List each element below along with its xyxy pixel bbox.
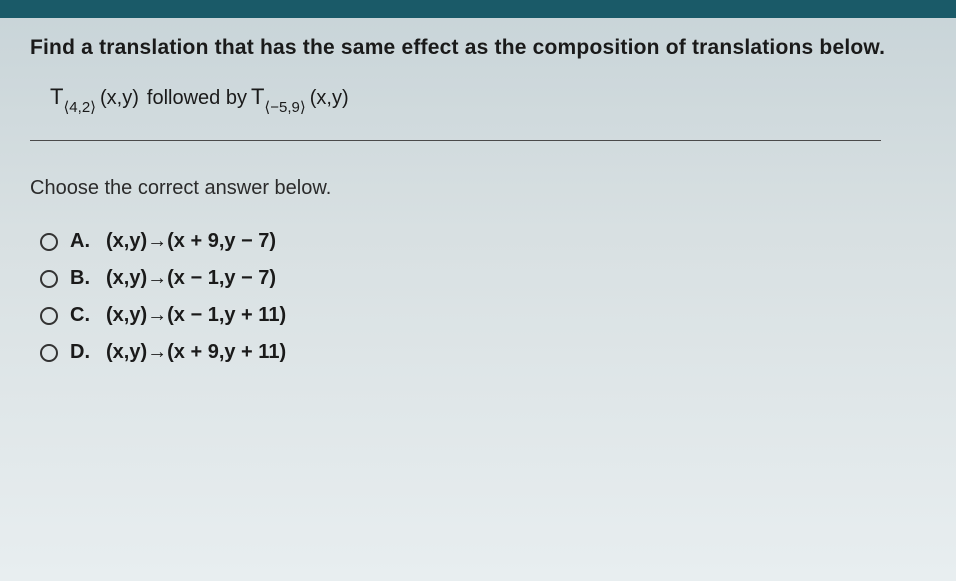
option-letter: A.	[70, 230, 96, 253]
radio-icon[interactable]	[40, 344, 58, 362]
question-prompt: Find a translation that has the same eff…	[30, 36, 926, 60]
t2-arg: (x,y)	[310, 87, 349, 110]
question-content: Find a translation that has the same eff…	[0, 18, 956, 364]
option-c[interactable]: C. (x,y)→(x − 1,y + 11)	[40, 304, 926, 327]
option-text: (x,y)→(x − 1,y − 7)	[106, 267, 276, 290]
radio-icon[interactable]	[40, 233, 58, 251]
option-text: (x,y)→(x − 1,y + 11)	[106, 304, 286, 327]
t-symbol-1: T	[50, 84, 63, 110]
option-text: (x,y)→(x + 9,y − 7)	[106, 230, 276, 253]
top-bar	[0, 0, 956, 18]
option-d[interactable]: D. (x,y)→(x + 9,y + 11)	[40, 341, 926, 364]
option-letter: C.	[70, 304, 96, 327]
t1-subscript: ⟨4,2⟩	[63, 98, 96, 116]
options-group: A. (x,y)→(x + 9,y − 7) B. (x,y)→(x − 1,y…	[40, 230, 926, 364]
radio-icon[interactable]	[40, 270, 58, 288]
section-divider	[30, 140, 881, 141]
choose-instruction: Choose the correct answer below.	[30, 177, 926, 200]
t-symbol-2: T	[251, 84, 264, 110]
t1-arg: (x,y)	[100, 87, 139, 110]
option-letter: D.	[70, 341, 96, 364]
radio-icon[interactable]	[40, 307, 58, 325]
t2-subscript: ⟨−5,9⟩	[264, 98, 305, 116]
option-letter: B.	[70, 267, 96, 290]
option-text: (x,y)→(x + 9,y + 11)	[106, 341, 286, 364]
option-b[interactable]: B. (x,y)→(x − 1,y − 7)	[40, 267, 926, 290]
followed-by-text: followed by	[147, 87, 247, 110]
option-a[interactable]: A. (x,y)→(x + 9,y − 7)	[40, 230, 926, 253]
translation-expression: T ⟨4,2⟩ (x,y) followed by T ⟨−5,9⟩ (x,y)	[50, 84, 926, 110]
